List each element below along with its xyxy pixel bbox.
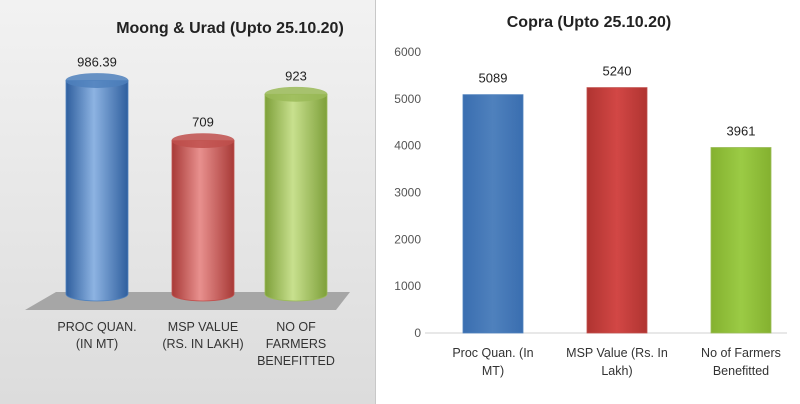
category-label: MSP Value (Rs. In bbox=[566, 346, 668, 360]
copra-chart: Copra (Upto 25.10.20) 0 1000 2000 3000 4000 5… bbox=[394, 14, 787, 378]
category-label: MT) bbox=[482, 364, 504, 378]
copra-chart-panel: Copra (Upto 25.10.20) 0 1000 2000 3000 4000 5… bbox=[377, 0, 800, 404]
data-label: 5240 bbox=[603, 64, 632, 79]
data-label: 923 bbox=[285, 68, 307, 83]
category-label: NO OF bbox=[276, 320, 316, 334]
category-label: PROC QUAN. bbox=[57, 320, 136, 334]
y-tick-label: 2000 bbox=[394, 232, 421, 246]
y-tick-label: 5000 bbox=[394, 92, 421, 106]
bar bbox=[65, 73, 129, 302]
data-label: 3961 bbox=[727, 123, 756, 138]
bar-body bbox=[171, 140, 235, 302]
bar-top bbox=[65, 73, 129, 88]
bar bbox=[264, 86, 328, 302]
category-label: FARMERS bbox=[266, 337, 326, 351]
category-label: MSP VALUE bbox=[168, 320, 238, 334]
bar bbox=[586, 87, 648, 334]
category-label: Benefitted bbox=[713, 364, 769, 378]
bar-top bbox=[171, 133, 235, 148]
category-label: (RS. IN LAKH) bbox=[162, 337, 243, 351]
data-label: 709 bbox=[192, 115, 214, 130]
bar bbox=[710, 147, 772, 334]
category-label: Lakh) bbox=[601, 364, 632, 378]
chart-title: Moong & Urad (Upto 25.10.20) bbox=[116, 20, 344, 37]
bar-body bbox=[264, 93, 328, 302]
bar bbox=[462, 94, 524, 334]
moong-urad-chart-panel: Moong & Urad (Upto 25.10.20) 986.39 PROC … bbox=[0, 0, 376, 404]
y-tick-label: 0 bbox=[414, 326, 421, 340]
y-tick-label: 1000 bbox=[394, 279, 421, 293]
moong-urad-chart: Moong & Urad (Upto 25.10.20) 986.39 PROC … bbox=[25, 20, 350, 368]
y-tick-label: 6000 bbox=[394, 45, 421, 59]
category-label: BENEFITTED bbox=[257, 354, 335, 368]
bar-top bbox=[264, 86, 328, 102]
data-label: 5089 bbox=[479, 71, 508, 86]
y-tick-label: 3000 bbox=[394, 186, 421, 200]
category-label: No of Farmers bbox=[701, 346, 781, 360]
chart-title: Copra (Upto 25.10.20) bbox=[507, 14, 671, 31]
category-label: (IN MT) bbox=[76, 337, 118, 351]
bar bbox=[171, 133, 235, 302]
category-label: Proc Quan. (In bbox=[452, 346, 533, 360]
y-tick-label: 4000 bbox=[394, 139, 421, 153]
bar-body bbox=[65, 80, 129, 302]
data-label: 986.39 bbox=[77, 55, 117, 70]
